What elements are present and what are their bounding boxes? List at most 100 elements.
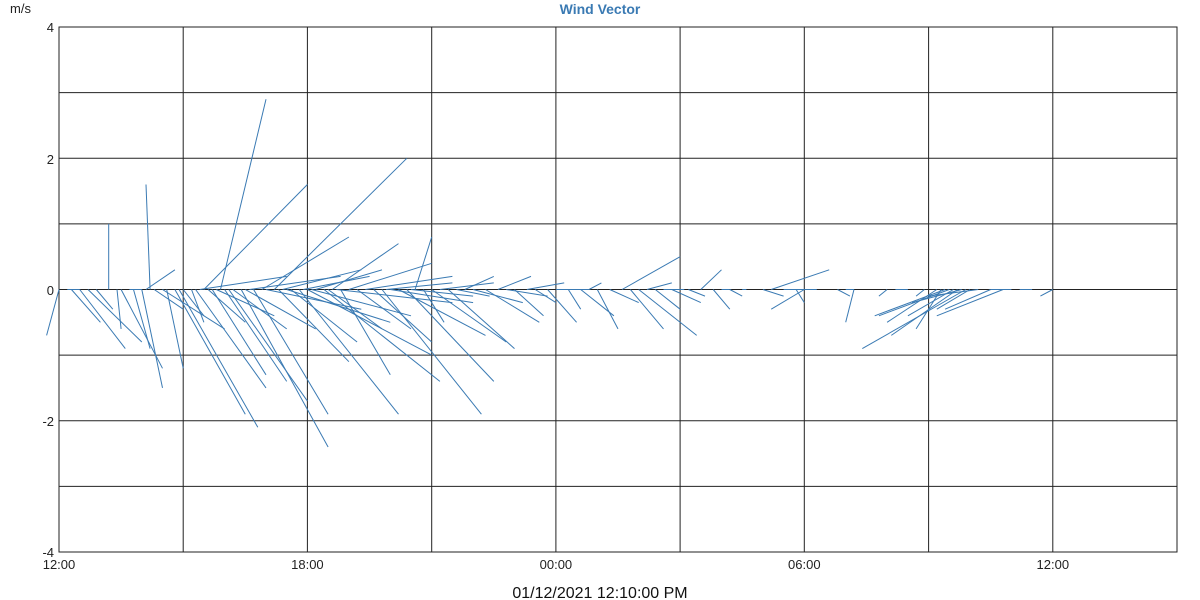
wind-vector-line [406,289,495,382]
wind-vector-line [456,289,490,297]
wind-vector-line [638,289,698,336]
wind-vector-line [464,275,495,290]
wind-vector-line [439,282,494,290]
wind-vector-line [178,289,259,428]
y-tick-label: 0 [47,283,54,298]
wind-vector-line [46,289,60,336]
wind-vector-line [422,289,445,323]
wind-vector-line [182,289,205,317]
wind-vector-line [526,282,565,290]
wind-vector-line [762,289,784,297]
wind-vector-line [936,289,1004,317]
wind-vector-line [862,289,967,350]
wind-vector-line [365,275,453,290]
wind-vector-line [79,289,126,349]
wind-vector-line [928,289,979,297]
wind-vector-line [216,289,275,317]
wind-vector-line [195,289,267,389]
y-tick-label: 2 [47,152,54,167]
wind-vector-line [336,289,453,304]
wind-vector-line [71,289,101,323]
x-tick-label: 12:00 [43,557,76,572]
wind-vector-line [174,289,246,415]
wind-vector-line [878,289,888,297]
wind-vector-line [886,289,938,323]
wind-vector-line [729,289,743,297]
wind-vector-line [944,289,991,310]
wind-vector-line [534,289,557,304]
wind-vector-line [203,184,308,290]
wind-vector-line [323,289,441,382]
wind-vector-line [497,275,532,290]
wind-vector-line [671,289,702,304]
wind-vector-line [837,289,851,297]
wind-vector-line [356,289,412,330]
wind-vector-line [240,289,329,448]
x-tick-label: 00:00 [540,557,573,572]
wind-vector-line [290,289,358,343]
wind-vector-line [191,289,205,323]
wind-vector-line [307,289,432,356]
wind-vector-line [845,289,855,323]
y-axis-ticks: 4 2 0 -2 -4 [42,20,54,560]
wind-vector-line [340,289,391,376]
chart-title: Wind Vector [560,1,641,17]
x-tick-label: 06:00 [788,557,821,572]
wind-vector-line [253,289,329,415]
wind-vector-line [472,289,523,304]
wind-vector-line [282,269,362,290]
wind-vector-line [232,289,287,330]
wind-vector-line [145,269,176,290]
wind-vector-line [936,289,971,310]
wind-vector-line [141,289,163,389]
wind-vector-line [298,289,399,415]
wind-vector-line [211,289,267,376]
y-tick-label: -4 [42,545,54,560]
wind-vector-line [315,269,383,290]
wind-vector-line [646,282,672,290]
wind-vector-line [567,289,582,310]
wind-vector-line [630,289,664,330]
wind-vector-line [87,289,143,343]
timestamp-label: 01/12/2021 12:10:00 PM [512,585,687,600]
wind-vector-line [485,289,540,323]
wind-vector-line [207,289,246,323]
wind-vector-line [116,289,122,329]
y-tick-label: -2 [42,414,54,429]
wind-vector-line [327,289,383,330]
wind-vector-line [506,289,548,297]
x-axis-ticks: 12:00 18:00 00:00 06:00 12:00 [43,557,1069,572]
y-tick-label: 4 [47,20,54,35]
x-tick-label: 12:00 [1037,557,1070,572]
wind-vector-line [332,243,399,290]
wind-vector-line [621,256,681,290]
wind-vector-line [273,157,408,290]
wind-vector-line [162,289,225,330]
wind-vector-line [609,289,639,304]
wind-vector-line [915,289,925,297]
wind-vector-line [278,289,350,363]
wind-vector-line [771,269,830,290]
wind-vector-line [447,289,515,349]
wind-vector-line [878,289,950,317]
wind-vector-line [654,289,681,310]
wind-vector-line [145,184,151,290]
wind-vector-line [1040,289,1054,297]
wind-vector-line [700,269,722,290]
wind-vector-line [414,236,433,290]
wind-vector-line [712,289,731,310]
wind-vector-line [390,289,474,304]
wind-vector-line [224,289,288,382]
wind-vector-line [381,289,482,415]
wind-vector-line [410,289,474,297]
wind-vector-line [261,236,350,290]
wind-vector-line [348,262,432,290]
wind-vector-line [386,282,453,290]
wind-vector-line [547,289,577,323]
wind-vector-line [688,289,706,297]
wind-vector-line [220,99,267,290]
wind-vector-line [795,289,805,303]
wind-vector-line [596,289,619,330]
wind-vector-line [874,289,946,317]
